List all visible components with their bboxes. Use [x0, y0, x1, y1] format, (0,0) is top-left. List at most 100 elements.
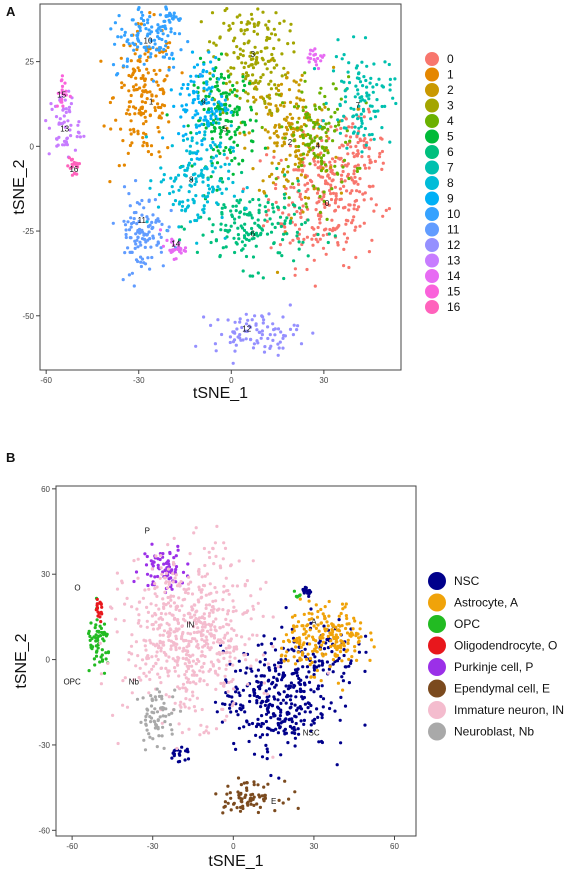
data-point: [151, 664, 156, 668]
data-point: [231, 172, 235, 176]
data-point: [159, 566, 163, 570]
data-point: [245, 579, 249, 583]
data-point: [263, 218, 267, 222]
data-point: [120, 579, 124, 583]
data-point: [248, 211, 252, 215]
data-point: [151, 564, 155, 568]
data-point: [304, 124, 308, 128]
data-point: [209, 175, 213, 179]
data-point: [303, 710, 307, 714]
data-point: [323, 163, 328, 167]
data-point: [254, 60, 258, 65]
data-point: [320, 159, 324, 163]
data-point: [153, 586, 157, 591]
data-point: [359, 635, 363, 639]
data-point: [288, 29, 292, 33]
data-point: [316, 232, 320, 237]
data-point: [155, 710, 160, 714]
data-point: [163, 590, 167, 594]
data-point: [167, 65, 171, 70]
a-y-tick-label: 0: [30, 142, 35, 151]
data-point: [230, 90, 234, 94]
data-point: [303, 683, 307, 687]
data-point: [214, 727, 219, 731]
data-point: [261, 653, 265, 657]
data-point: [352, 155, 356, 159]
data-point: [296, 104, 300, 108]
data-point: [234, 669, 238, 673]
data-point: [283, 173, 287, 177]
data-point: [180, 604, 184, 608]
data-point: [201, 100, 205, 104]
data-point: [266, 325, 270, 329]
data-point: [333, 159, 337, 164]
data-point: [297, 165, 301, 169]
data-point: [266, 146, 270, 150]
data-point: [317, 641, 321, 645]
data-point: [219, 128, 223, 133]
data-point: [172, 630, 176, 634]
a-legend-item: 10: [425, 207, 461, 221]
data-point: [272, 131, 276, 135]
data-point: [231, 584, 235, 588]
data-point: [341, 688, 345, 692]
data-point: [227, 92, 231, 96]
data-point: [149, 30, 154, 34]
data-point: [209, 159, 213, 163]
data-point: [207, 187, 212, 191]
data-point: [294, 154, 298, 159]
data-point: [257, 224, 261, 228]
data-point: [354, 255, 358, 259]
data-point: [168, 627, 172, 631]
data-point: [282, 232, 286, 236]
b-x-tick-label: 30: [309, 842, 318, 851]
data-point: [337, 656, 341, 660]
data-point: [302, 641, 306, 645]
data-point: [312, 67, 317, 71]
data-point: [309, 607, 313, 611]
data-point: [266, 710, 271, 714]
data-point: [145, 141, 149, 146]
data-point: [274, 86, 278, 90]
data-point: [334, 640, 338, 644]
data-point: [195, 250, 199, 254]
data-point: [222, 656, 226, 660]
data-point: [251, 129, 255, 133]
data-point: [250, 17, 254, 21]
data-point: [333, 110, 337, 115]
data-point: [356, 640, 360, 644]
data-point: [191, 116, 195, 120]
data-point: [380, 149, 384, 154]
b-series-0: [170, 585, 368, 780]
data-point: [180, 86, 184, 90]
data-point: [353, 228, 357, 232]
data-point: [294, 645, 298, 649]
data-point: [336, 681, 340, 685]
data-point: [258, 587, 263, 591]
data-point: [225, 663, 229, 667]
data-point: [186, 166, 190, 170]
data-point: [244, 653, 248, 657]
data-point: [89, 621, 93, 625]
data-point: [132, 130, 136, 134]
data-point: [186, 591, 190, 595]
data-point: [305, 675, 309, 679]
a-cluster-label: 2: [288, 138, 293, 147]
data-point: [210, 605, 214, 609]
data-point: [232, 802, 236, 806]
data-point: [229, 120, 233, 124]
data-point: [249, 213, 253, 217]
data-point: [180, 71, 184, 75]
b-cluster-label: IN: [186, 621, 194, 630]
data-point: [148, 15, 152, 19]
data-point: [241, 688, 245, 692]
data-point: [165, 238, 169, 242]
data-point: [236, 226, 240, 230]
data-point: [257, 208, 261, 212]
data-point: [228, 335, 232, 339]
data-point: [333, 234, 337, 238]
data-point: [299, 707, 304, 711]
data-point: [209, 323, 213, 327]
data-point: [373, 159, 377, 163]
data-point: [227, 162, 231, 166]
